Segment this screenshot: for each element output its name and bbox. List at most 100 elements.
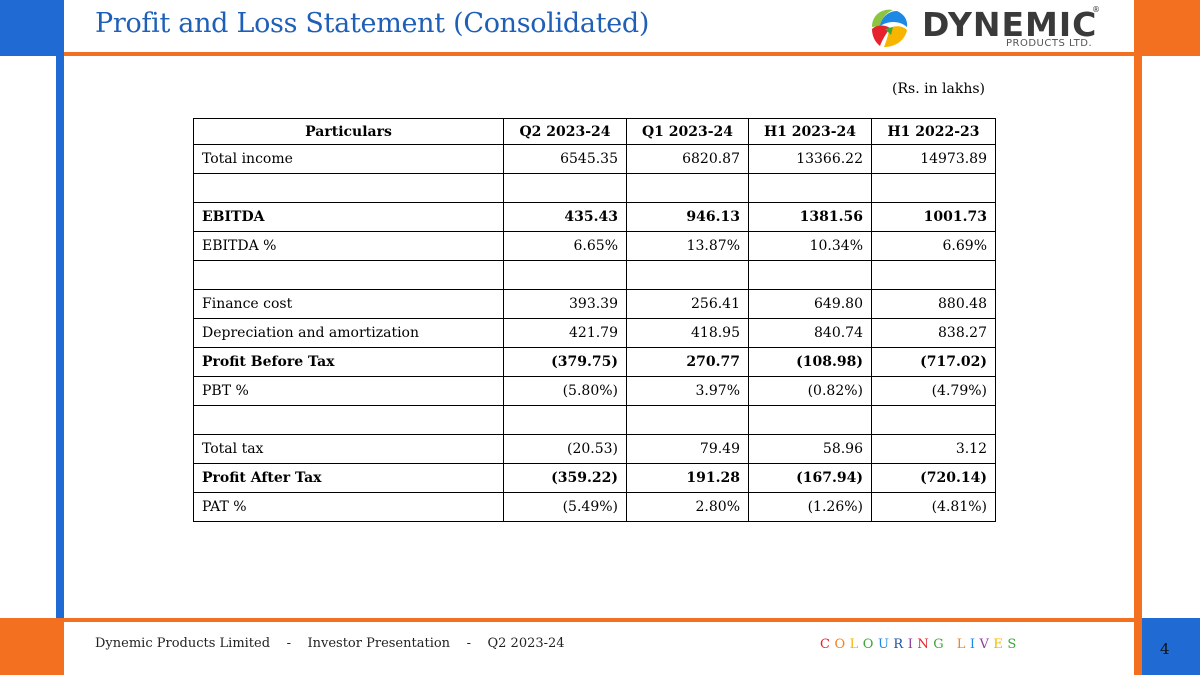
header-panel — [64, 0, 1134, 52]
table-cell: 13.87% — [626, 231, 749, 261]
tagline-letter: L — [956, 637, 970, 652]
tagline-letter: C — [820, 637, 835, 652]
tagline-letter: R — [893, 637, 908, 652]
tagline-letter: O — [834, 637, 850, 652]
table-cell: 6820.87 — [626, 144, 749, 174]
column-header: Particulars — [193, 118, 504, 145]
tagline-letter — [948, 637, 957, 652]
row-label: Profit Before Tax — [193, 347, 504, 377]
table-cell — [503, 260, 627, 290]
table-cell: 58.96 — [748, 434, 872, 464]
row-label — [193, 260, 504, 290]
table-cell — [626, 173, 749, 203]
table-cell: (20.53) — [503, 434, 627, 464]
table-cell — [871, 173, 996, 203]
table-cell: 6.69% — [871, 231, 996, 261]
table-cell: 649.80 — [748, 289, 872, 319]
footer-panel — [64, 622, 1134, 675]
table-cell: 393.39 — [503, 289, 627, 319]
table-cell: 946.13 — [626, 202, 749, 232]
table-row-pbt: Profit Before Tax (379.75) 270.77 (108.9… — [193, 347, 996, 377]
right-accent-strip — [1134, 56, 1142, 618]
tagline-letter: O — [862, 637, 878, 652]
table-row: Total tax (20.53) 79.49 58.96 3.12 — [193, 434, 996, 464]
table-cell: 880.48 — [871, 289, 996, 319]
table-cell: 421.79 — [503, 318, 627, 348]
table-row-ebitda: EBITDA 435.43 946.13 1381.56 1001.73 — [193, 202, 996, 232]
registered-mark: ® — [1092, 5, 1100, 14]
table-cell — [871, 260, 996, 290]
table-cell: (1.26%) — [748, 492, 872, 522]
table-cell: 840.74 — [748, 318, 872, 348]
company-logo: DYNEMIC ® PRODUCTS LTD. — [864, 5, 1104, 51]
table-cell: 79.49 — [626, 434, 749, 464]
table-cell: 1381.56 — [748, 202, 872, 232]
tagline-letter: G — [933, 637, 949, 652]
row-label: Total income — [193, 144, 504, 174]
profit-loss-table: Particulars Q2 2023-24 Q1 2023-24 H1 202… — [193, 118, 996, 522]
table-cell: 6545.35 — [503, 144, 627, 174]
table-cell: (717.02) — [871, 347, 996, 377]
table-cell: (167.94) — [748, 463, 872, 493]
table-row: PAT % (5.49%) 2.80% (1.26%) (4.81%) — [193, 492, 996, 522]
page-title: Profit and Loss Statement (Consolidated) — [95, 8, 650, 39]
row-label — [193, 405, 504, 435]
table-cell: (108.98) — [748, 347, 872, 377]
tagline-letter: L — [849, 637, 863, 652]
row-label: Finance cost — [193, 289, 504, 319]
row-label: EBITDA % — [193, 231, 504, 261]
table-cell: 1001.73 — [871, 202, 996, 232]
table-cell: (379.75) — [503, 347, 627, 377]
table-cell — [871, 405, 996, 435]
table-cell: 2.80% — [626, 492, 749, 522]
table-cell: 14973.89 — [871, 144, 996, 174]
table-row-spacer — [193, 405, 996, 435]
table-cell: 418.95 — [626, 318, 749, 348]
tagline-letter: U — [877, 637, 894, 652]
tagline-letter: S — [1007, 637, 1021, 652]
row-label — [193, 173, 504, 203]
tagline-letter: E — [993, 637, 1008, 652]
footer-tagline: COLOURING LIVES — [820, 637, 1021, 652]
column-header: Q1 2023-24 — [626, 118, 749, 145]
table-cell: (5.80%) — [503, 376, 627, 406]
table-cell — [503, 173, 627, 203]
table-row: PBT % (5.80%) 3.97% (0.82%) (4.79%) — [193, 376, 996, 406]
row-label: EBITDA — [193, 202, 504, 232]
footer-caption: Dynemic Products Limited - Investor Pres… — [95, 636, 565, 651]
table-cell: (5.49%) — [503, 492, 627, 522]
page-number: 4 — [1160, 640, 1170, 658]
table-cell: (0.82%) — [748, 376, 872, 406]
logo-subtitle: PRODUCTS LTD. — [1006, 38, 1093, 49]
row-label: Depreciation and amortization — [193, 318, 504, 348]
table-row: Finance cost 393.39 256.41 649.80 880.48 — [193, 289, 996, 319]
table-cell: (4.79%) — [871, 376, 996, 406]
tagline-letter: I — [907, 637, 918, 652]
dynemic-emblem-icon — [872, 9, 908, 47]
table-row-pat: Profit After Tax (359.22) 191.28 (167.94… — [193, 463, 996, 493]
table-row: EBITDA % 6.65% 13.87% 10.34% 6.69% — [193, 231, 996, 261]
column-header: H1 2023-24 — [748, 118, 872, 145]
logo-wordmark: DYNEMIC — [922, 5, 1098, 44]
tagline-letter: I — [969, 637, 980, 652]
table-cell: 191.28 — [626, 463, 749, 493]
table-row: Total income 6545.35 6820.87 13366.22 14… — [193, 144, 996, 174]
table-cell: 3.12 — [871, 434, 996, 464]
table-cell — [626, 405, 749, 435]
table-cell: 256.41 — [626, 289, 749, 319]
table-cell — [503, 405, 627, 435]
table-row-spacer — [193, 173, 996, 203]
tagline-letter: N — [917, 637, 934, 652]
table-cell: 435.43 — [503, 202, 627, 232]
table-cell: 10.34% — [748, 231, 872, 261]
column-header: H1 2022-23 — [871, 118, 996, 145]
footer-bar-blue — [1142, 618, 1200, 675]
table-cell: (359.22) — [503, 463, 627, 493]
table-row: Depreciation and amortization 421.79 418… — [193, 318, 996, 348]
tagline-letter: V — [979, 637, 994, 652]
table-cell: 3.97% — [626, 376, 749, 406]
left-accent-strip — [56, 56, 64, 618]
table-cell: (720.14) — [871, 463, 996, 493]
row-label: Profit After Tax — [193, 463, 504, 493]
table-cell — [748, 173, 872, 203]
